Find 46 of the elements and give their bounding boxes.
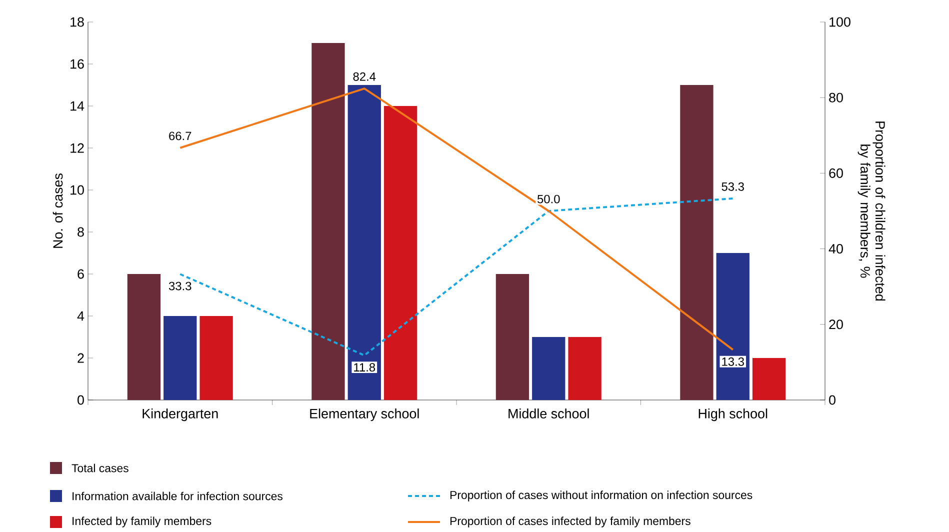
bar <box>680 84 714 400</box>
y2-tick-label: 100 <box>830 17 850 27</box>
legend-label: Proportion of cases infected by family members <box>450 516 690 528</box>
y2-axis-title: Proportion of children infected by family members, % <box>858 122 886 301</box>
x-tick-label: Elementary school <box>310 408 419 422</box>
legend-label: Infected by family members <box>72 516 212 528</box>
data-label: 66.7 <box>169 132 192 140</box>
bar <box>716 252 750 400</box>
bar <box>164 316 197 400</box>
y-tick-label: 10 <box>70 185 84 195</box>
bar <box>384 106 418 400</box>
y2-tick-label: 0 <box>829 395 836 405</box>
legend-label: Total cases <box>72 464 128 472</box>
y-tick-label: 18 <box>70 17 84 27</box>
data-label: 13.3 <box>722 357 744 366</box>
y-tick-label: 2 <box>78 353 84 363</box>
y-tick-label: 14 <box>70 101 84 111</box>
y-tick-label: 12 <box>70 143 84 153</box>
y-axis-title: No. of cases <box>52 174 63 248</box>
bar <box>312 42 345 400</box>
legend-label: Information available for infection sources <box>72 492 282 500</box>
y2-tick-label: 20 <box>829 320 843 330</box>
x-tick-label: Middle school <box>508 408 589 418</box>
data-label: 11.8 <box>354 363 376 372</box>
y-tick-label: 4 <box>77 311 84 321</box>
y-tick-label: 0 <box>78 395 84 405</box>
x-tick-label: Kindergarten <box>142 408 218 422</box>
y2-tick-label: 80 <box>829 92 843 102</box>
legend-label: Proportion of cases without information on infection sources <box>450 490 752 502</box>
y2-tick-label: 60 <box>829 168 843 178</box>
y-tick-label: 8 <box>78 227 84 237</box>
x-tick-label: High school <box>698 408 768 422</box>
data-label: 33.3 <box>168 282 192 290</box>
bar <box>127 274 161 400</box>
bar <box>200 316 233 400</box>
bar <box>532 337 566 400</box>
y-tick-label: 6 <box>78 269 84 279</box>
data-label: 50.0 <box>537 194 560 204</box>
bar <box>348 84 381 400</box>
y-tick-label: 16 <box>70 59 84 69</box>
data-label: 53.3 <box>722 182 744 191</box>
bar <box>752 358 786 400</box>
data-label: 82.4 <box>353 72 376 81</box>
bar <box>568 337 602 400</box>
bar <box>496 274 530 400</box>
y2-tick-label: 40 <box>828 244 843 254</box>
